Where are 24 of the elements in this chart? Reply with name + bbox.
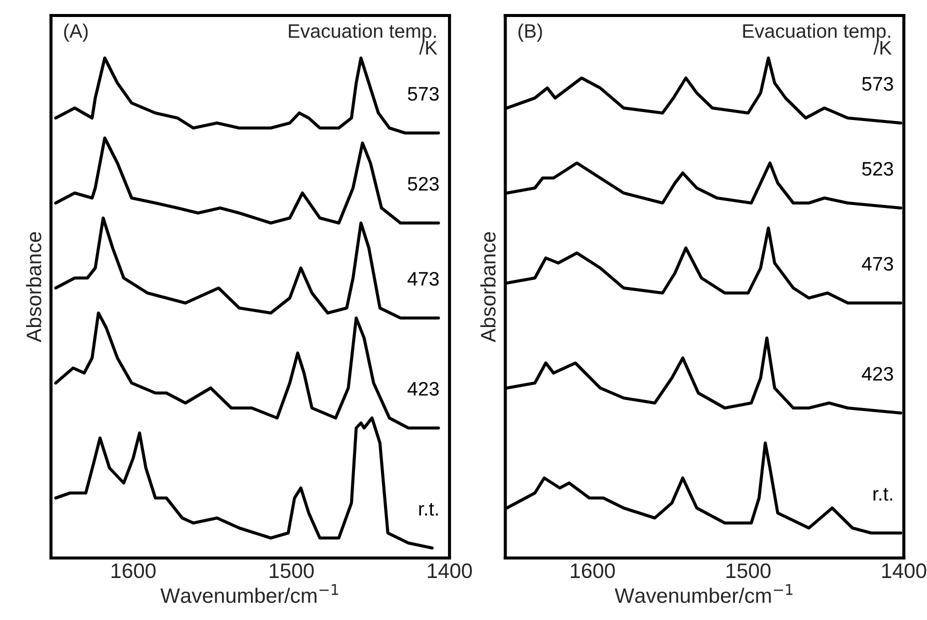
y-axis-title: Absorbance (480, 232, 496, 342)
chart-title: (B) (518, 24, 542, 42)
series-label: 473 (408, 272, 439, 286)
series-label: 573 (862, 76, 894, 91)
x-axis-title: Wavenumber/cm$^{−1}$ (614, 584, 792, 603)
x-tick-label: 1400 (882, 563, 926, 578)
series-label: 423 (408, 382, 439, 396)
x-tick-label: 1600 (112, 563, 156, 578)
series-label: 523 (408, 176, 439, 191)
legend-title: Evacuation temp. /K (288, 24, 438, 55)
series-label: 573 (408, 86, 439, 101)
series-label: 473 (862, 256, 894, 271)
x-tick-label: 1600 (570, 563, 615, 578)
x-tick-label: 1500 (726, 563, 771, 578)
series-label: r.t. (419, 502, 438, 516)
x-axis-title: Wavenumber/cm$^{−1}$ (160, 584, 338, 603)
chart-title: (A) (64, 24, 88, 42)
y-axis-title: Absorbance (26, 232, 42, 342)
x-tick-label: 1400 (428, 563, 472, 578)
x-tick-label: 1500 (270, 563, 314, 578)
series-label: r.t. (874, 488, 892, 501)
series-label: 423 (862, 366, 894, 381)
series-label: 523 (862, 162, 894, 176)
legend-title: Evacuation temp. /K (743, 24, 892, 55)
